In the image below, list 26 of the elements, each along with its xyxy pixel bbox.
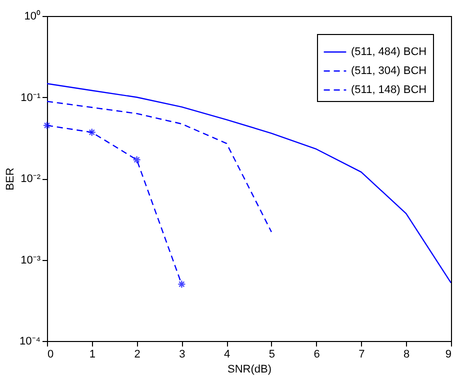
- x-axis-title: SNR(dB): [227, 364, 272, 376]
- x-tick-label: 9: [445, 348, 452, 360]
- y-tick-label: 10⁰: [24, 10, 40, 22]
- y-axis-title: BER: [4, 168, 17, 190]
- point: [132, 156, 141, 164]
- y-tick-label: 10⁻³: [20, 254, 41, 266]
- y-tick-label: 10⁻²: [20, 173, 41, 185]
- y-tick-label: 10⁻⁴: [20, 336, 41, 348]
- x-tick-label: 3: [179, 348, 186, 360]
- x-tick-label: 4: [224, 348, 230, 360]
- legend-label: (511, 304) BCH: [351, 65, 427, 77]
- point: [42, 121, 52, 130]
- x-tick-label: 5: [268, 348, 276, 360]
- point: [88, 128, 96, 136]
- x-tick-label: 8: [404, 348, 410, 360]
- x-tick-label: 0: [48, 348, 54, 360]
- line-series: [47, 100, 272, 233]
- x-tick-label: 6: [314, 348, 320, 360]
- y-tick-label: 10⁻¹: [20, 92, 41, 104]
- x-tick-label: 7: [358, 348, 365, 360]
- x-tick-label: 1: [89, 348, 96, 360]
- legend-label: (511, 484) BCH: [351, 46, 427, 58]
- line-series: [47, 83, 451, 284]
- point: [178, 280, 186, 288]
- x-tick-label: 2: [134, 348, 140, 360]
- legend-label: (511, 148) BCH: [351, 84, 427, 96]
